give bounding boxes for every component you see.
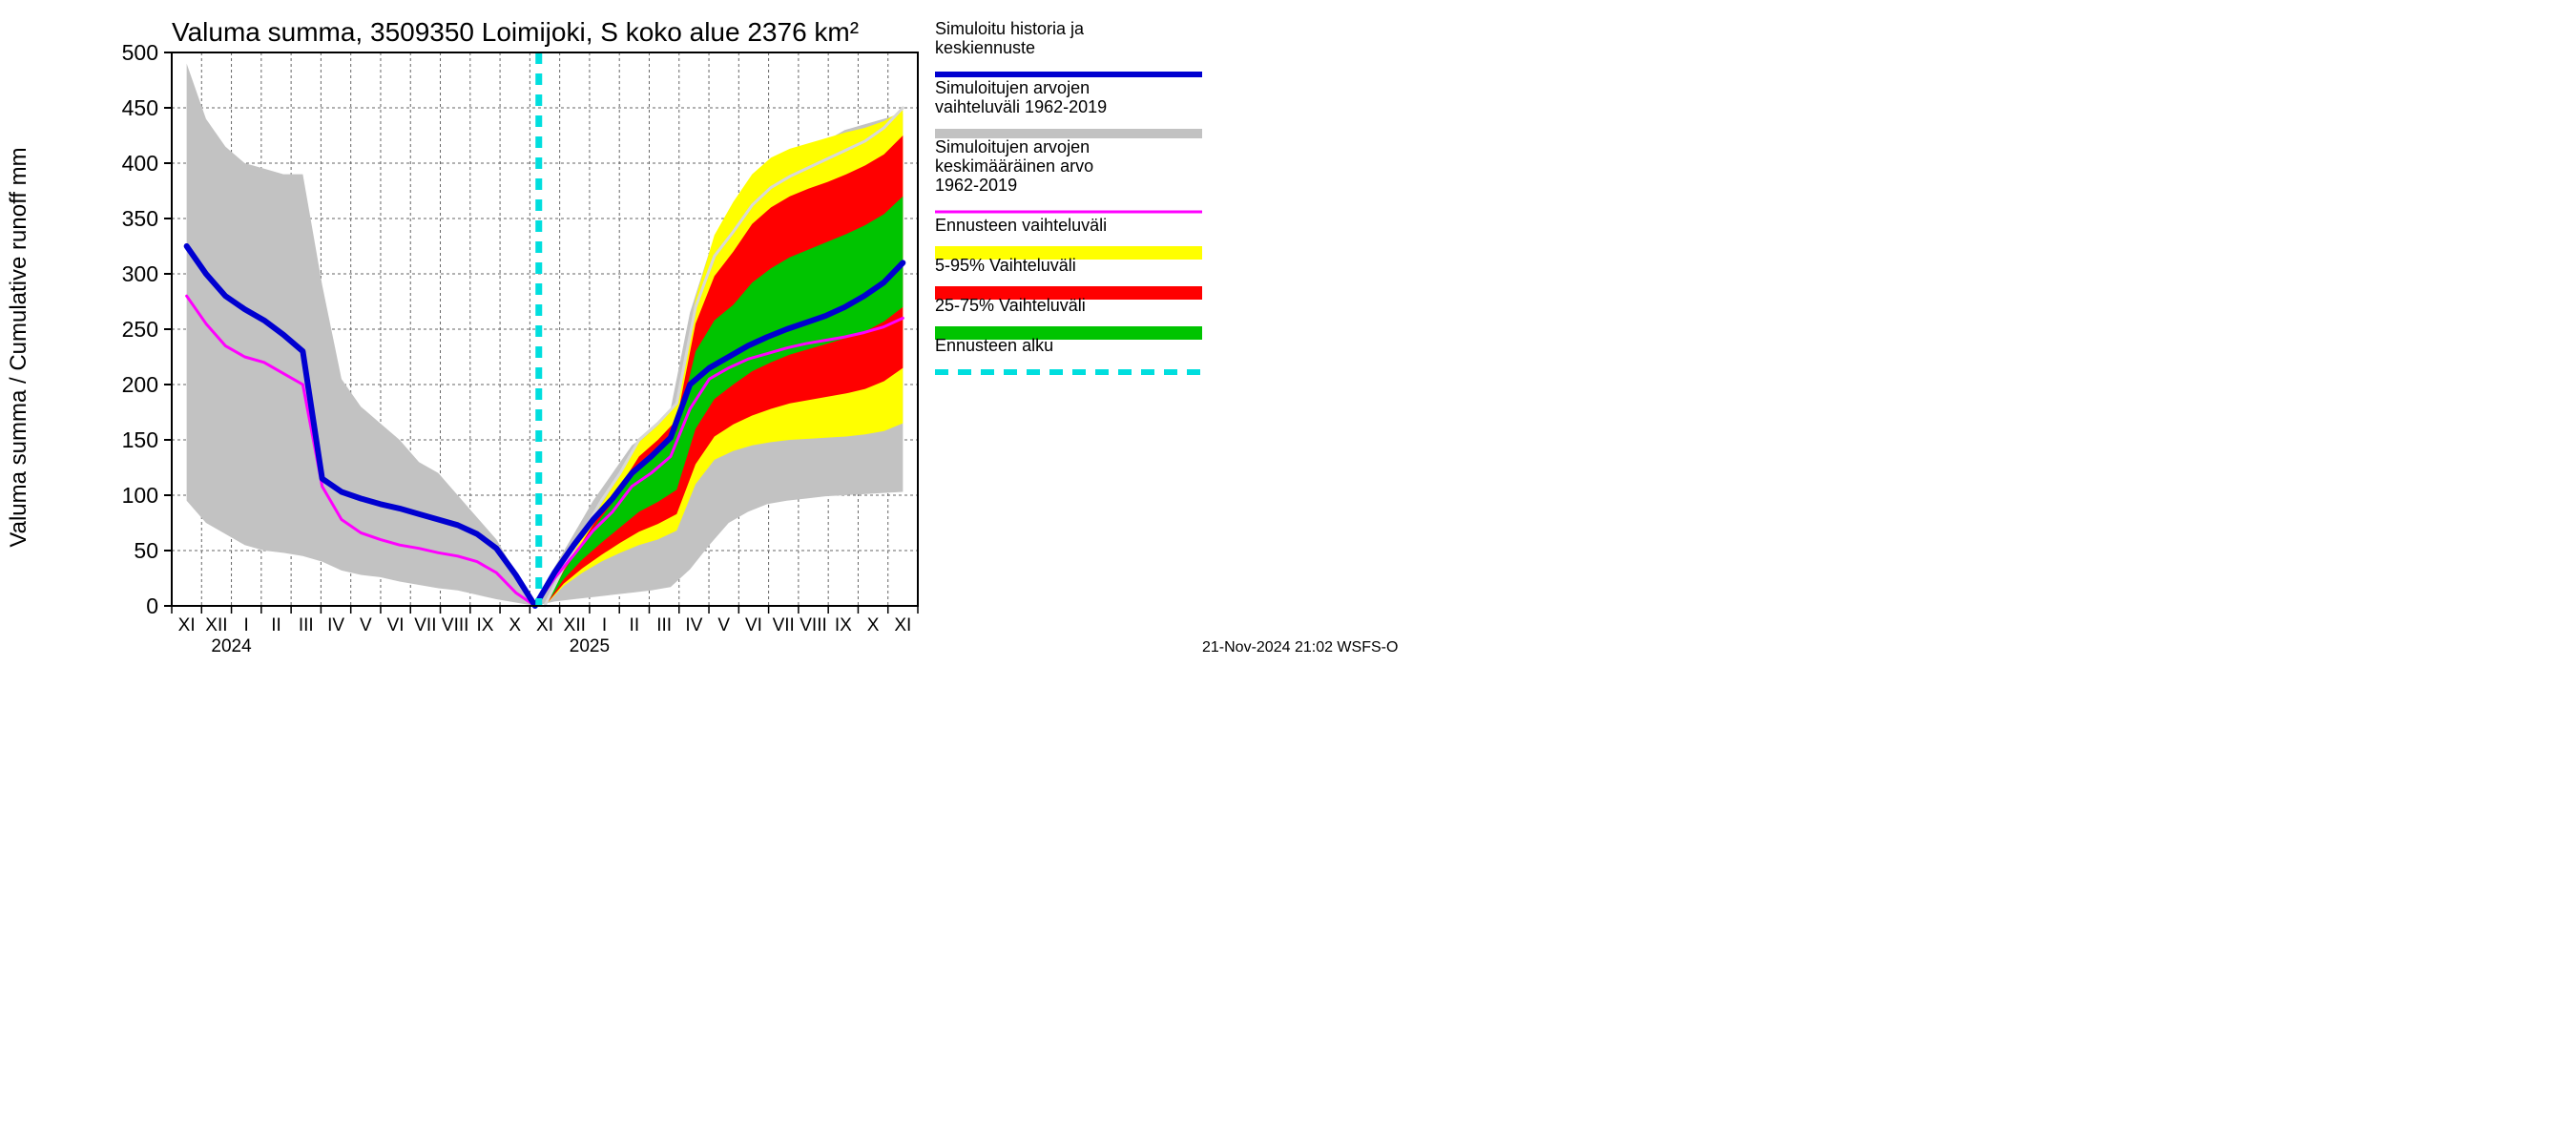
svg-text:III: III (299, 615, 314, 635)
svg-text:II: II (271, 615, 281, 635)
svg-text:X: X (509, 615, 521, 635)
svg-text:I: I (602, 615, 607, 635)
svg-text:Simuloitu historia ja: Simuloitu historia ja (935, 19, 1085, 38)
svg-text:XII: XII (564, 615, 586, 635)
svg-text:IX: IX (476, 615, 493, 635)
chart-title: Valuma summa, 3509350 Loimijoki, S koko … (172, 17, 859, 48)
svg-text:250: 250 (122, 317, 158, 342)
y-axis-label: Valuma summa / Cumulative runoff mm (6, 61, 32, 634)
svg-text:X: X (867, 615, 880, 635)
svg-text:200: 200 (122, 372, 158, 397)
svg-text:Ennusteen alku: Ennusteen alku (935, 336, 1053, 355)
svg-text:350: 350 (122, 206, 158, 231)
svg-text:100: 100 (122, 483, 158, 508)
svg-text:50: 50 (134, 538, 158, 563)
svg-text:25-75% Vaihteluväli: 25-75% Vaihteluväli (935, 296, 1086, 315)
svg-text:VI: VI (745, 615, 762, 635)
svg-text:V: V (717, 615, 730, 635)
svg-text:XII: XII (205, 615, 227, 635)
svg-text:Ennusteen vaihteluväli: Ennusteen vaihteluväli (935, 216, 1107, 235)
svg-text:vaihteluväli 1962-2019: vaihteluväli 1962-2019 (935, 97, 1107, 116)
svg-text:III: III (656, 615, 672, 635)
chart-container: Valuma summa, 3509350 Loimijoki, S koko … (0, 0, 1431, 668)
svg-text:VII: VII (773, 615, 795, 635)
svg-text:VIII: VIII (800, 615, 827, 635)
svg-text:XI: XI (536, 615, 553, 635)
chart-svg: 050100150200250300350400450500XIXIIIIIII… (0, 0, 1431, 668)
svg-text:2025: 2025 (570, 636, 610, 656)
svg-text:2024: 2024 (211, 636, 252, 656)
svg-text:500: 500 (122, 40, 158, 65)
svg-text:Simuloitujen arvojen: Simuloitujen arvojen (935, 137, 1090, 156)
timestamp-label: 21-Nov-2024 21:02 WSFS-O (1202, 639, 1398, 656)
svg-text:300: 300 (122, 261, 158, 286)
svg-text:IX: IX (835, 615, 852, 635)
svg-text:150: 150 (122, 427, 158, 452)
svg-text:5-95% Vaihteluväli: 5-95% Vaihteluväli (935, 256, 1076, 275)
svg-text:VI: VI (387, 615, 405, 635)
svg-text:V: V (360, 615, 372, 635)
svg-text:450: 450 (122, 95, 158, 120)
svg-text:IV: IV (327, 615, 344, 635)
svg-text:0: 0 (146, 593, 158, 618)
svg-text:Simuloitujen arvojen: Simuloitujen arvojen (935, 78, 1090, 97)
svg-text:XI: XI (894, 615, 911, 635)
svg-text:XI: XI (178, 615, 196, 635)
svg-text:IV: IV (685, 615, 702, 635)
svg-text:1962-2019: 1962-2019 (935, 176, 1017, 195)
svg-text:400: 400 (122, 151, 158, 176)
svg-text:VII: VII (414, 615, 436, 635)
svg-text:VIII: VIII (442, 615, 469, 635)
svg-text:I: I (244, 615, 249, 635)
svg-text:II: II (630, 615, 640, 635)
svg-text:keskiennuste: keskiennuste (935, 38, 1035, 57)
svg-text:keskimääräinen arvo: keskimääräinen arvo (935, 156, 1093, 176)
